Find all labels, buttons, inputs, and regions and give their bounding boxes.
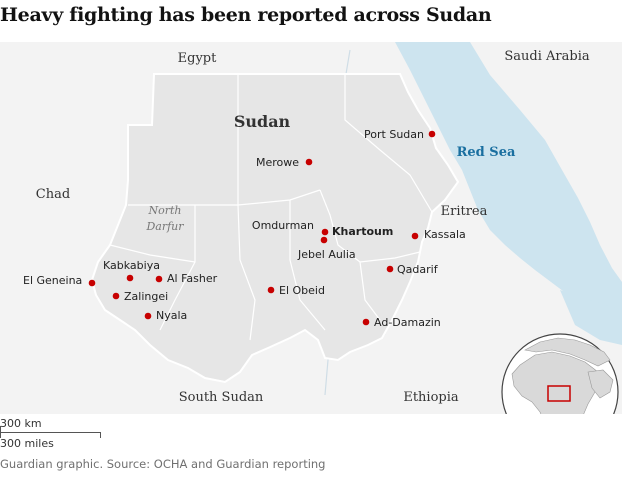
label-red-sea: Red Sea bbox=[457, 145, 516, 160]
scale-bar-line bbox=[0, 432, 101, 433]
city-label-qadarif: Qadarif bbox=[397, 263, 439, 276]
label-eritrea: Eritrea bbox=[441, 204, 488, 219]
source-credit: Guardian graphic. Source: OCHA and Guard… bbox=[0, 457, 326, 471]
city-markers bbox=[88, 130, 436, 326]
city-dot-al-fasher[interactable] bbox=[155, 275, 163, 283]
state-boundaries bbox=[109, 74, 433, 341]
gulf-water bbox=[560, 290, 622, 345]
city-label-ad-damazin: Ad-Damazin bbox=[374, 316, 441, 329]
globe-africa bbox=[511, 351, 603, 414]
city-label-kassala: Kassala bbox=[424, 228, 466, 241]
label-saudi-arabia: Saudi Arabia bbox=[504, 49, 589, 64]
scale-tick-end bbox=[100, 432, 101, 438]
city-label-port-sudan: Port Sudan bbox=[364, 128, 424, 141]
city-dot-khartoum[interactable] bbox=[320, 236, 328, 244]
city-dot-port-sudan[interactable] bbox=[428, 130, 436, 138]
scale-km-label: 300 km bbox=[0, 417, 42, 430]
city-label-omdurman: Omdurman bbox=[252, 219, 314, 232]
globe-sudan-highlight bbox=[547, 385, 571, 402]
city-dot-qadarif[interactable] bbox=[386, 265, 394, 273]
city-dot-ad-damazin[interactable] bbox=[362, 318, 370, 326]
city-label-el-geneina: El Geneina bbox=[23, 274, 82, 287]
globe-arabia bbox=[587, 369, 614, 399]
city-dot-zalingei[interactable] bbox=[112, 292, 120, 300]
city-dot-nyala[interactable] bbox=[144, 312, 152, 320]
city-dot-el-obeid[interactable] bbox=[267, 286, 275, 294]
city-label-al-fasher: Al Fasher bbox=[167, 272, 218, 285]
globe-europe bbox=[524, 337, 611, 367]
locator-globe bbox=[501, 333, 619, 414]
label-egypt: Egypt bbox=[178, 51, 217, 66]
label-ethiopia: Ethiopia bbox=[403, 390, 459, 405]
city-label-nyala: Nyala bbox=[156, 309, 187, 322]
label-sudan: Sudan bbox=[234, 112, 291, 131]
scale-tick-start bbox=[0, 426, 1, 438]
city-label-jebel-aulia: Jebel Aulia bbox=[297, 248, 356, 261]
city-label-kabkabiya: Kabkabiya bbox=[103, 259, 160, 272]
label-north-darfur-2: Darfur bbox=[145, 220, 184, 233]
scale-miles-label: 300 miles bbox=[0, 437, 54, 450]
city-label-el-obeid: El Obeid bbox=[279, 284, 325, 297]
city-dot-kabkabiya[interactable] bbox=[126, 274, 134, 282]
city-dot-kassala[interactable] bbox=[411, 232, 419, 240]
sudan-country bbox=[90, 73, 460, 384]
city-dot-merowe[interactable] bbox=[305, 158, 313, 166]
city-dot-el-geneina[interactable] bbox=[88, 279, 96, 287]
red-sea-water bbox=[395, 42, 622, 330]
city-label-zalingei: Zalingei bbox=[124, 290, 168, 303]
label-south-sudan: South Sudan bbox=[179, 390, 264, 405]
label-north-darfur-1: North bbox=[147, 204, 181, 217]
label-chad: Chad bbox=[36, 187, 70, 202]
city-label-khartoum: Khartoum bbox=[332, 225, 393, 238]
sudan-map[interactable]: Egypt Saudi Arabia Sudan Chad Eritrea So… bbox=[0, 42, 622, 414]
map-title: Heavy fighting has been reported across … bbox=[0, 4, 492, 26]
city-dot-omdurman[interactable] bbox=[321, 228, 329, 236]
city-label-merowe: Merowe bbox=[256, 156, 299, 169]
